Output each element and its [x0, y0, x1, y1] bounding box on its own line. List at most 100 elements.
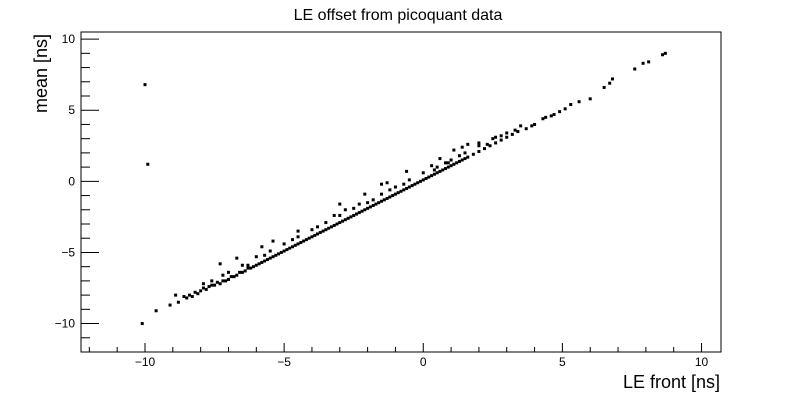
data-point: [499, 134, 503, 138]
data-point: [494, 141, 498, 145]
x-axis-label: LE front [ns]: [623, 372, 720, 392]
data-point: [460, 158, 464, 162]
data-point: [393, 185, 397, 189]
data-point: [310, 228, 314, 232]
data-point: [505, 135, 509, 139]
data-point: [221, 279, 225, 283]
data-point: [446, 161, 450, 165]
data-point: [363, 208, 367, 212]
y-tick-label: 5: [68, 103, 75, 117]
data-point: [243, 269, 247, 273]
data-point: [360, 209, 364, 213]
data-point: [463, 157, 467, 161]
data-point: [449, 164, 453, 168]
data-point: [513, 128, 517, 132]
data-point: [385, 196, 389, 200]
data-point: [268, 249, 272, 253]
data-point: [246, 263, 250, 267]
data-point: [352, 206, 356, 210]
data-point: [432, 168, 436, 172]
data-point: [435, 171, 439, 175]
data-point: [421, 178, 425, 182]
data-point: [452, 162, 456, 166]
data-point: [541, 117, 545, 121]
data-point: [218, 282, 222, 286]
data-point: [577, 100, 581, 104]
data-point: [466, 155, 470, 159]
data-point: [352, 213, 356, 217]
data-point: [296, 235, 300, 239]
data-point: [661, 53, 665, 57]
data-point: [438, 169, 442, 173]
data-point: [438, 157, 442, 161]
data-point: [176, 300, 180, 304]
data-point: [288, 246, 292, 250]
data-point: [374, 202, 378, 206]
data-point: [349, 215, 353, 219]
data-point: [357, 202, 361, 206]
data-point: [201, 286, 205, 290]
data-point: [405, 169, 409, 173]
data-point: [201, 282, 205, 286]
data-point: [424, 176, 428, 180]
data-point: [296, 242, 300, 246]
data-point: [343, 218, 347, 222]
data-point: [457, 154, 461, 158]
data-point: [346, 216, 350, 220]
plot-frame: [80, 31, 722, 353]
y-axis-ticks: [81, 38, 99, 353]
data-point: [282, 249, 286, 253]
data-point: [246, 266, 250, 270]
data-point: [366, 201, 370, 205]
data-point: [549, 114, 553, 118]
data-point: [524, 127, 528, 131]
data-point: [444, 167, 448, 171]
data-point: [338, 202, 342, 206]
x-tick-label: −10: [135, 355, 156, 369]
data-point: [413, 182, 417, 186]
data-point: [341, 219, 345, 223]
y-axis-label: mean [ns]: [31, 34, 51, 113]
data-point: [316, 225, 320, 229]
data-point: [293, 243, 297, 247]
data-point: [399, 189, 403, 193]
data-point: [260, 245, 264, 249]
data-point: [663, 51, 667, 55]
data-point: [332, 213, 336, 217]
data-point: [371, 198, 375, 202]
data-point: [316, 232, 320, 236]
data-point: [608, 81, 612, 85]
data-point: [332, 223, 336, 227]
data-point: [190, 295, 194, 299]
data-point: [263, 259, 267, 263]
data-point: [210, 279, 214, 283]
data-point: [260, 260, 264, 264]
data-point: [265, 258, 269, 262]
data-point: [210, 283, 214, 287]
data-point: [324, 228, 328, 232]
data-point: [193, 290, 197, 294]
data-point: [268, 256, 272, 260]
data-point: [235, 256, 239, 260]
data-point: [505, 131, 509, 135]
data-point: [633, 67, 637, 71]
data-point: [338, 221, 342, 225]
data-point: [569, 103, 573, 107]
data-point: [363, 192, 367, 196]
data-point: [647, 60, 651, 64]
data-point: [588, 97, 592, 101]
data-point: [482, 147, 486, 151]
chart-title: LE offset from picoquant data: [294, 7, 503, 24]
data-point: [226, 277, 230, 281]
data-point: [380, 192, 384, 196]
data-point: [477, 141, 481, 145]
data-point: [430, 164, 434, 168]
data-point: [460, 145, 464, 149]
data-point: [213, 283, 217, 287]
data-point: [485, 142, 489, 146]
data-point: [318, 231, 322, 235]
data-point: [452, 148, 456, 152]
data-point: [418, 179, 422, 183]
data-point: [204, 287, 208, 291]
